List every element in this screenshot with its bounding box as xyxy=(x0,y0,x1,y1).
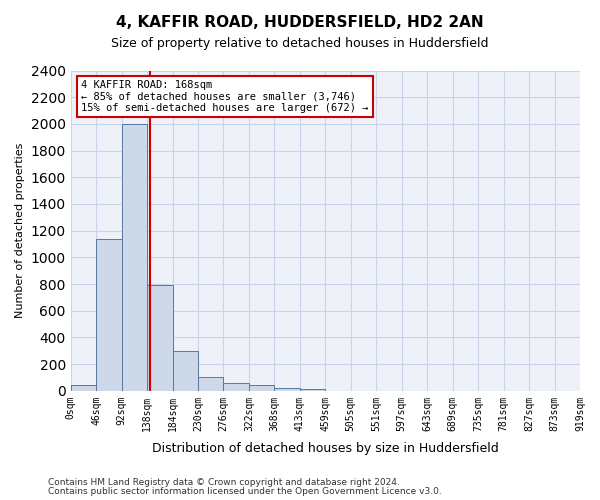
Bar xyxy=(71,386,96,391)
Bar xyxy=(122,124,147,391)
Bar xyxy=(198,378,223,391)
X-axis label: Distribution of detached houses by size in Huddersfield: Distribution of detached houses by size … xyxy=(152,442,499,455)
Text: 4 KAFFIR ROAD: 168sqm
← 85% of detached houses are smaller (3,746)
15% of semi-d: 4 KAFFIR ROAD: 168sqm ← 85% of detached … xyxy=(81,80,368,114)
Text: Contains public sector information licensed under the Open Government Licence v3: Contains public sector information licen… xyxy=(48,486,442,496)
Bar xyxy=(300,390,325,391)
Text: 4, KAFFIR ROAD, HUDDERSFIELD, HD2 2AN: 4, KAFFIR ROAD, HUDDERSFIELD, HD2 2AN xyxy=(116,15,484,30)
Bar xyxy=(147,286,173,391)
Bar xyxy=(274,388,300,391)
Y-axis label: Number of detached properties: Number of detached properties xyxy=(15,143,25,318)
Bar xyxy=(173,352,198,391)
Text: Size of property relative to detached houses in Huddersfield: Size of property relative to detached ho… xyxy=(111,38,489,51)
Text: Contains HM Land Registry data © Crown copyright and database right 2024.: Contains HM Land Registry data © Crown c… xyxy=(48,478,400,487)
Bar xyxy=(249,386,274,391)
Bar xyxy=(223,384,249,391)
Bar xyxy=(96,238,122,391)
